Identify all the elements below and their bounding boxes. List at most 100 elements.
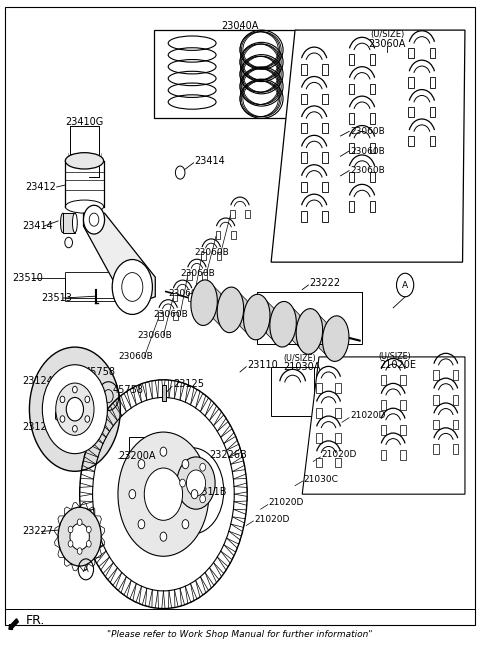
Circle shape bbox=[182, 460, 189, 469]
Bar bbox=[162, 385, 166, 401]
Bar bbox=[381, 425, 386, 435]
Bar bbox=[400, 425, 406, 435]
Polygon shape bbox=[214, 286, 221, 326]
Bar bbox=[453, 370, 458, 380]
Text: A: A bbox=[402, 280, 408, 290]
Text: 23040A: 23040A bbox=[221, 20, 259, 31]
Text: 23060B: 23060B bbox=[118, 352, 153, 362]
Bar bbox=[316, 433, 322, 443]
Circle shape bbox=[191, 489, 198, 498]
Bar bbox=[63, 213, 75, 233]
Bar bbox=[400, 400, 406, 410]
Circle shape bbox=[180, 479, 185, 487]
Bar bbox=[430, 48, 435, 58]
Bar bbox=[381, 375, 386, 385]
Text: 23510: 23510 bbox=[12, 274, 44, 284]
Text: 23060B: 23060B bbox=[194, 248, 229, 257]
Bar bbox=[172, 293, 177, 301]
Bar bbox=[65, 272, 118, 301]
Bar bbox=[316, 383, 322, 393]
Bar bbox=[453, 445, 458, 455]
Text: 21020D: 21020D bbox=[322, 451, 357, 459]
Bar bbox=[231, 231, 236, 238]
Bar bbox=[216, 252, 221, 259]
Text: 23060B: 23060B bbox=[350, 127, 385, 136]
Circle shape bbox=[86, 526, 91, 533]
Text: 23410G: 23410G bbox=[65, 117, 104, 126]
Circle shape bbox=[60, 396, 65, 403]
Circle shape bbox=[70, 523, 89, 550]
Bar bbox=[400, 450, 406, 460]
Bar bbox=[381, 400, 386, 410]
Bar bbox=[158, 312, 163, 320]
Bar bbox=[301, 64, 307, 75]
FancyArrow shape bbox=[9, 619, 18, 629]
Bar bbox=[188, 293, 192, 301]
Text: (U/SIZE): (U/SIZE) bbox=[370, 30, 405, 39]
Bar bbox=[370, 54, 375, 65]
Bar bbox=[301, 123, 307, 134]
Text: A: A bbox=[83, 565, 89, 574]
Text: 23412: 23412 bbox=[25, 182, 56, 192]
Bar bbox=[433, 395, 439, 405]
Text: 23060A: 23060A bbox=[369, 39, 406, 49]
Bar bbox=[301, 94, 307, 104]
Circle shape bbox=[68, 526, 73, 533]
Bar bbox=[400, 375, 406, 385]
Bar bbox=[316, 408, 322, 418]
Bar bbox=[129, 437, 156, 479]
Bar bbox=[216, 231, 220, 238]
Circle shape bbox=[60, 416, 65, 422]
Bar bbox=[348, 201, 354, 212]
Bar bbox=[370, 84, 375, 94]
Polygon shape bbox=[302, 357, 465, 494]
Bar bbox=[408, 48, 414, 58]
Text: 21020E: 21020E bbox=[379, 360, 416, 370]
Circle shape bbox=[186, 470, 205, 496]
Circle shape bbox=[58, 507, 101, 566]
Bar bbox=[271, 367, 314, 416]
Polygon shape bbox=[266, 301, 274, 341]
Circle shape bbox=[56, 383, 94, 436]
Text: 23414: 23414 bbox=[22, 221, 53, 231]
Text: 45758: 45758 bbox=[84, 367, 116, 377]
Bar bbox=[335, 408, 341, 418]
Text: 23060B: 23060B bbox=[168, 289, 203, 298]
Text: 23227: 23227 bbox=[22, 527, 53, 536]
Ellipse shape bbox=[72, 213, 77, 233]
Bar bbox=[370, 201, 375, 212]
Text: 23200A: 23200A bbox=[118, 451, 156, 461]
Bar bbox=[370, 113, 375, 124]
Ellipse shape bbox=[60, 213, 65, 233]
Bar bbox=[348, 54, 354, 65]
Ellipse shape bbox=[323, 316, 349, 362]
Circle shape bbox=[200, 495, 205, 503]
Circle shape bbox=[129, 489, 136, 498]
Bar bbox=[408, 107, 414, 117]
Circle shape bbox=[118, 432, 209, 556]
Text: 21030C: 21030C bbox=[304, 475, 338, 483]
Text: 23226B: 23226B bbox=[209, 450, 247, 460]
Bar bbox=[348, 113, 354, 124]
Bar bbox=[322, 181, 327, 192]
Circle shape bbox=[72, 426, 77, 432]
Text: 23060B: 23060B bbox=[350, 147, 385, 155]
Bar bbox=[245, 210, 250, 217]
Text: 23414: 23414 bbox=[194, 156, 225, 166]
Polygon shape bbox=[154, 30, 298, 119]
Text: (U/SIZE): (U/SIZE) bbox=[379, 352, 411, 362]
Polygon shape bbox=[319, 315, 326, 355]
Polygon shape bbox=[240, 293, 247, 333]
Bar bbox=[433, 420, 439, 430]
Circle shape bbox=[138, 519, 145, 529]
Bar bbox=[322, 64, 327, 75]
Ellipse shape bbox=[270, 301, 296, 347]
Circle shape bbox=[112, 259, 153, 314]
Text: FR.: FR. bbox=[25, 614, 45, 627]
Circle shape bbox=[84, 205, 105, 234]
Text: 23222: 23222 bbox=[310, 278, 340, 288]
Circle shape bbox=[200, 463, 205, 471]
Circle shape bbox=[72, 386, 77, 393]
Circle shape bbox=[138, 460, 145, 469]
Ellipse shape bbox=[243, 294, 270, 340]
